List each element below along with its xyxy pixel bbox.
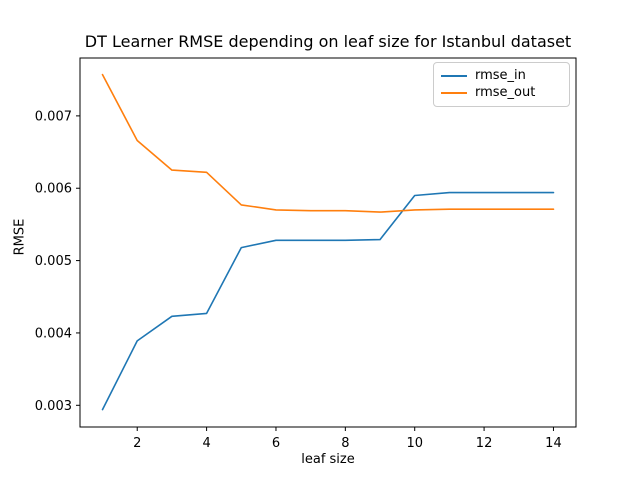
- y-tick-label: 0.004: [35, 326, 72, 341]
- rmse-out-line-swatch: [441, 91, 467, 94]
- x-tick-label: 12: [476, 436, 493, 451]
- y-tick-label: 0.005: [35, 254, 72, 269]
- legend: rmse_in rmse_out: [433, 62, 570, 107]
- legend-label-rmse-in: rmse_in: [475, 68, 526, 84]
- x-axis-label: leaf size: [301, 452, 355, 467]
- x-tick-label: 6: [272, 436, 280, 451]
- y-tick-label: 0.003: [35, 399, 72, 414]
- chart-title: DT Learner RMSE depending on leaf size f…: [84, 32, 572, 51]
- legend-item-rmse-in: rmse_in: [441, 68, 561, 85]
- y-tick-label: 0.007: [35, 109, 72, 124]
- rmse-in-line-swatch: [441, 75, 467, 78]
- axes-frame: [79, 57, 577, 428]
- x-tick-label: 14: [545, 436, 562, 451]
- series-line-rmse_in: [101, 191, 555, 411]
- series-line-rmse_out: [101, 73, 555, 213]
- x-tick-label: 8: [341, 436, 349, 451]
- legend-label-rmse-out: rmse_out: [475, 84, 536, 100]
- y-tick-label: 0.006: [35, 182, 72, 197]
- legend-item-rmse-out: rmse_out: [441, 85, 561, 102]
- x-tick-label: 2: [133, 436, 141, 451]
- x-tick-label: 10: [406, 436, 423, 451]
- x-tick-label: 4: [202, 436, 210, 451]
